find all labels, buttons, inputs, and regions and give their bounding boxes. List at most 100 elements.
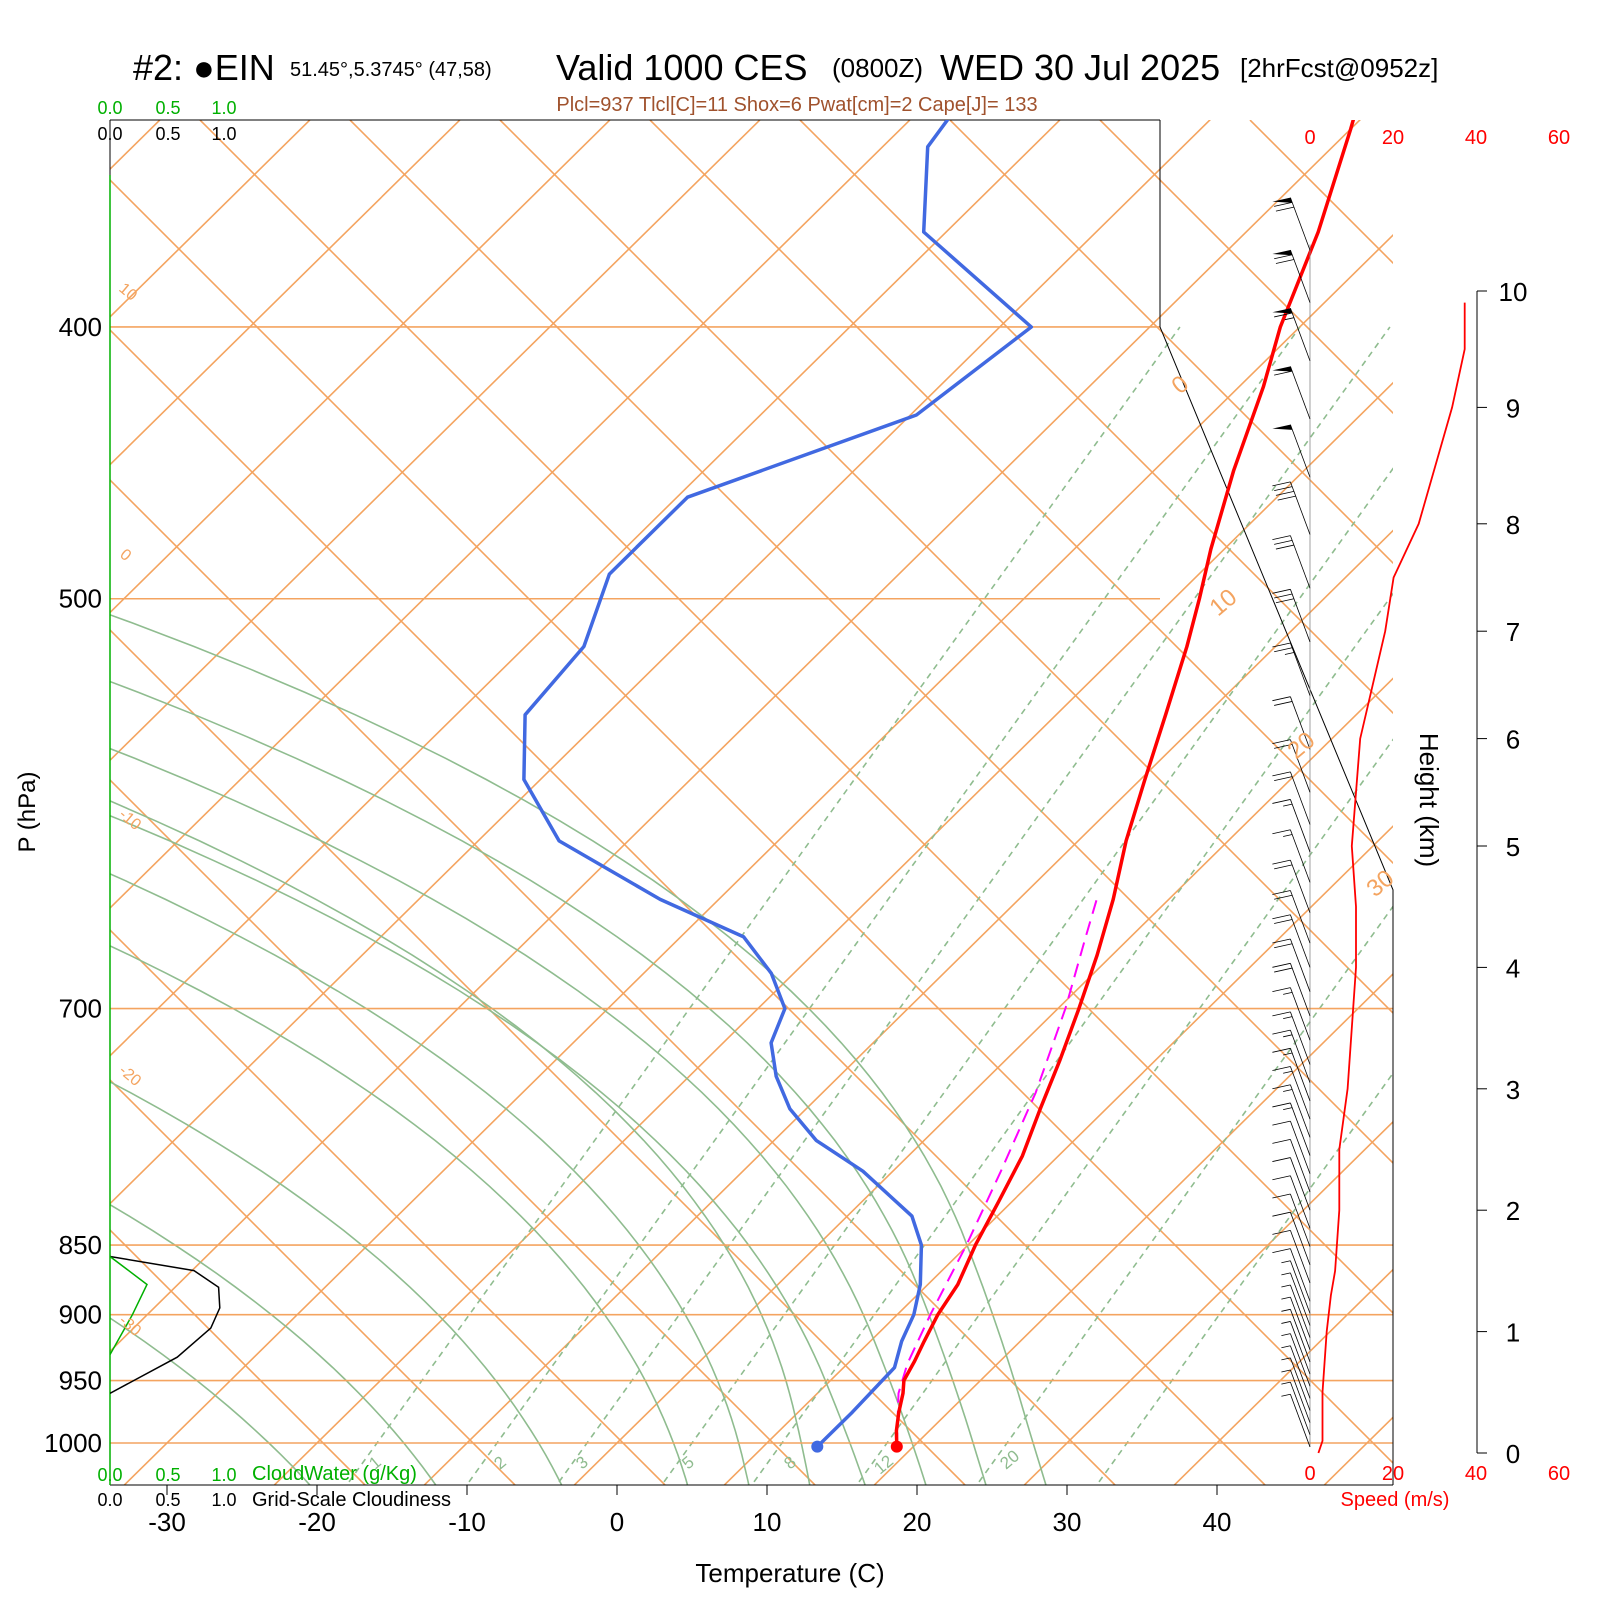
wind-barb xyxy=(1281,1321,1311,1375)
wind-barb xyxy=(1272,799,1311,853)
isotherm-line xyxy=(1173,1268,1393,1485)
wind-barb xyxy=(1272,1066,1311,1120)
mixing-ratio-line xyxy=(975,905,1393,1485)
cloudwater-curve xyxy=(110,1255,148,1355)
wind-barb-staff xyxy=(1290,308,1311,361)
cloudwater-top-tick: 1.0 xyxy=(211,98,236,118)
mixing-ratio-line xyxy=(555,326,1391,1485)
wind-barb xyxy=(1272,1230,1311,1284)
mixing-ratio-line xyxy=(855,738,1393,1485)
pressure-tick-label: 500 xyxy=(59,584,102,614)
wind-barb-flag xyxy=(1272,250,1293,256)
isotherm-line xyxy=(110,120,911,910)
wind-barb xyxy=(1281,1393,1311,1448)
wind-barb-feather xyxy=(1277,495,1296,501)
mixing-ratio-line xyxy=(660,467,1393,1485)
dewpoint-curve xyxy=(522,120,1034,1448)
isotherm-line xyxy=(873,972,1393,1485)
wind-barb-feather xyxy=(1272,1211,1291,1217)
pressure-tick-label: 400 xyxy=(59,312,102,342)
mixing-ratio-line xyxy=(345,326,1181,1485)
wind-barb-feather xyxy=(1272,962,1291,968)
wind-barb xyxy=(1281,1308,1311,1363)
pressure-tick-label: 950 xyxy=(59,1366,102,1396)
wind-barb-staff xyxy=(1290,987,1311,1041)
wind-barb-half xyxy=(1283,991,1293,995)
cloudiness-curve xyxy=(110,1255,221,1394)
wind-barb-feather xyxy=(1274,593,1293,599)
cloudwater-bottom-tick: 0.0 xyxy=(97,1465,122,1485)
pressure-tick-label: 700 xyxy=(59,994,102,1024)
station-label: #2: ●EIN xyxy=(133,47,275,88)
height-tick-label: 4 xyxy=(1506,953,1520,983)
speed-top-tick: 20 xyxy=(1382,127,1404,149)
wind-barb-half xyxy=(1281,1260,1291,1264)
wind-barb-feather xyxy=(1272,1084,1291,1090)
wind-barb-staff xyxy=(1290,1394,1311,1448)
wind-barb-feather xyxy=(1274,894,1293,900)
wind-barb-feather xyxy=(1272,799,1291,804)
parcel-curve xyxy=(895,899,1098,1447)
wind-barb-half xyxy=(1283,1052,1293,1056)
isotherm-line xyxy=(110,120,1211,1205)
wind-barb-staff xyxy=(1290,1212,1311,1265)
wind-barb-staff xyxy=(1290,535,1311,589)
wind-barb xyxy=(1272,197,1311,251)
wind-barb-flag xyxy=(1272,308,1293,314)
wind-barb-staff xyxy=(1290,1333,1311,1387)
moist-adiabat-line xyxy=(110,872,750,1485)
wind-barb-feather xyxy=(1272,696,1291,702)
isotherm-label: 10 xyxy=(115,280,140,305)
isotherm-line xyxy=(573,677,1393,1485)
wind-barb-feather xyxy=(1272,1047,1291,1053)
dry-adiabat-line xyxy=(110,328,1266,1485)
wind-barb-flag xyxy=(1272,424,1293,430)
wind-barb xyxy=(1281,1345,1311,1399)
isotherm-line xyxy=(110,120,1061,1057)
surface-dewpoint-dot xyxy=(811,1440,824,1453)
dry-adiabat-line xyxy=(349,120,1393,1165)
y-axis-label: P (hPa) xyxy=(14,772,41,853)
wind-barb xyxy=(1272,829,1311,883)
height-tick-label: 2 xyxy=(1506,1196,1520,1226)
wind-barb-half xyxy=(1284,317,1295,321)
wind-barb-staff xyxy=(1290,1157,1311,1211)
wind-barb-feather xyxy=(1272,1066,1291,1071)
speed-top-tick: 60 xyxy=(1548,127,1570,149)
x-tick-label: 20 xyxy=(903,1507,932,1537)
wind-barb-half xyxy=(1281,1393,1291,1397)
wind-barb-feather xyxy=(1274,539,1293,545)
date-label: WED 30 Jul 2025 xyxy=(940,47,1220,88)
wind-barb-feather xyxy=(1272,1248,1291,1254)
wind-barb xyxy=(1272,1193,1311,1247)
x-tick-label: 30 xyxy=(1053,1507,1082,1537)
wind-barb-half xyxy=(1283,1034,1293,1038)
isotherm-label: -20 xyxy=(115,1062,144,1090)
wind-barb-half xyxy=(1283,803,1293,807)
wind-barb xyxy=(1272,366,1311,420)
height-tick-label: 10 xyxy=(1499,277,1528,307)
mixing-ratio-label: 5 xyxy=(678,1452,697,1473)
wind-barb-feather xyxy=(1274,701,1293,706)
x-tick-label: 10 xyxy=(753,1507,782,1537)
mixing-ratio-label: 8 xyxy=(780,1452,799,1473)
wind-barb-staff xyxy=(1290,1297,1311,1350)
height-tick-label: 7 xyxy=(1506,617,1520,647)
wind-barb-feather xyxy=(1275,206,1295,212)
temperature-curve xyxy=(894,120,1356,1447)
wind-barb-half xyxy=(1281,1284,1291,1288)
wind-barb-staff xyxy=(1290,1102,1311,1156)
isotherm-label: 10 xyxy=(1205,584,1243,622)
cloudwater-top-tick: 0.5 xyxy=(155,98,180,118)
wind-barb-half xyxy=(1283,1070,1293,1074)
cloudiness-top-tick: 0.5 xyxy=(155,124,180,144)
wind-barb-staff xyxy=(1290,1248,1311,1302)
wind-barb-staff xyxy=(1290,249,1311,303)
surface-temperature-dot xyxy=(890,1440,903,1453)
moist-adiabat-line xyxy=(110,814,866,1485)
x-tick-label: 40 xyxy=(1203,1507,1232,1537)
wind-barb-staff xyxy=(1290,1369,1311,1423)
wind-barb-staff xyxy=(1290,771,1311,825)
isotherm-line xyxy=(723,825,1393,1485)
wind-barb-staff xyxy=(1290,1321,1311,1375)
